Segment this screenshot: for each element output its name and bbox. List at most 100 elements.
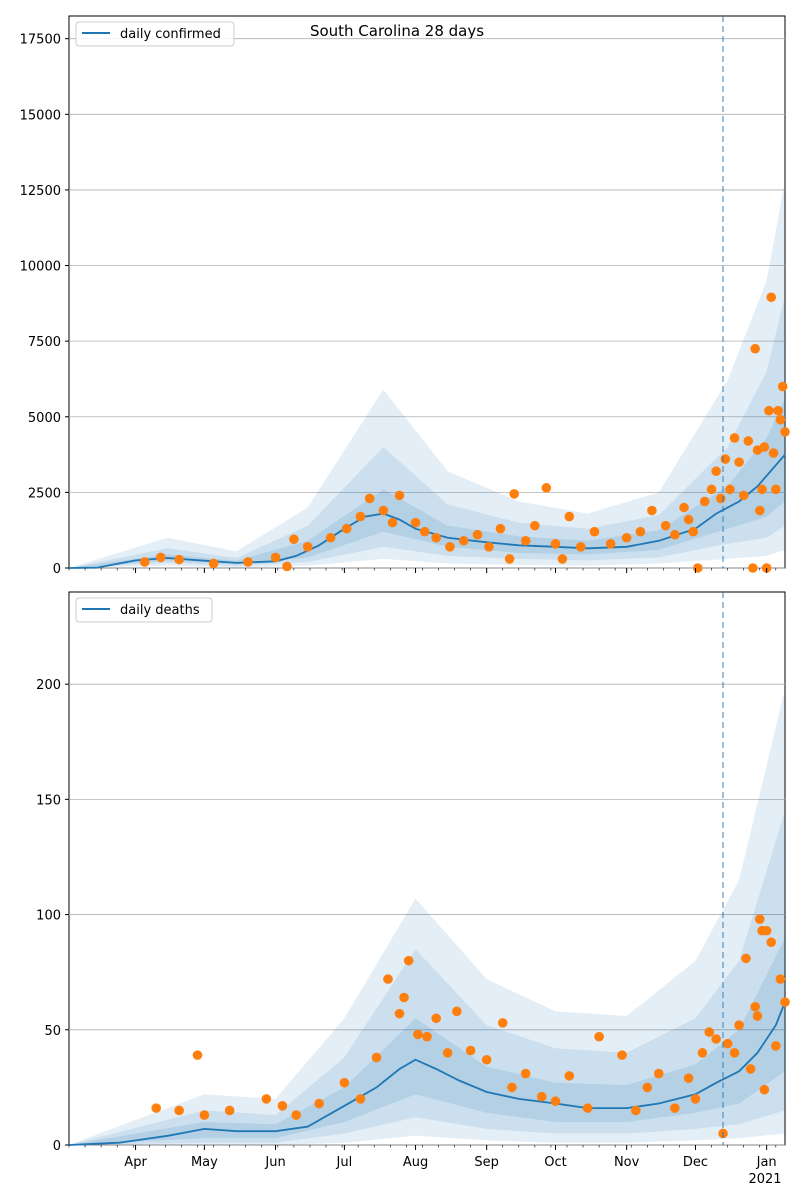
confirmed-observed-point (771, 484, 781, 495)
confirmed-observed-point (282, 561, 292, 572)
confirmed-observed-point (509, 489, 520, 499)
confirmed-observed-point (302, 542, 313, 552)
confirmed-observed-point (766, 292, 777, 303)
confirmed-observed-point (364, 493, 375, 504)
confirmed-legend-label: daily confirmed (120, 27, 221, 42)
deaths-observed-point (683, 1073, 694, 1083)
confirmed-observed-point (754, 505, 765, 516)
confirmed-observed-point (729, 433, 740, 443)
confirmed-observed-point (720, 454, 731, 464)
deaths-observed-point (752, 1011, 763, 1021)
deaths-observed-point (771, 1041, 781, 1051)
deaths-observed-point (745, 1064, 756, 1074)
deaths-observed-point (564, 1071, 575, 1081)
confirmed-observed-point (419, 526, 430, 537)
deaths-observed-point (582, 1103, 593, 1113)
deaths-observed-point (277, 1101, 288, 1111)
confirmed-observed-point (550, 539, 561, 549)
deaths-observed-point (174, 1105, 184, 1116)
confirmed-observed-point (670, 529, 680, 540)
confirmed-y-tick-label: 12500 (20, 184, 61, 199)
confirmed-observed-point (387, 517, 398, 528)
deaths-y-tick-label: 150 (36, 793, 61, 808)
confirmed-observed-point (748, 563, 758, 573)
deaths-x-tick-label: Apr (124, 1155, 147, 1170)
deaths-panel: 0 50 100 150 200 Apr May Jun Jul Aug Sep Oct Nov Dec… (36, 591, 790, 1187)
deaths-observed-point (729, 1048, 740, 1058)
confirmed-observed-point (341, 523, 352, 534)
confirmed-observed-point (394, 490, 405, 501)
confirmed-observed-point (711, 466, 721, 477)
confirmed-y-tick-label: 15000 (20, 108, 61, 123)
confirmed-x-ticks (68, 568, 777, 573)
deaths-observed-point (403, 955, 414, 966)
confirmed-observed-point (504, 554, 515, 564)
confirmed-observed-point (683, 514, 694, 525)
deaths-observed-point (291, 1110, 301, 1120)
deaths-observed-point (780, 997, 790, 1007)
confirmed-observed-point (706, 484, 717, 495)
deaths-observed-point (642, 1082, 653, 1093)
deaths-observed-point (355, 1094, 366, 1104)
confirmed-observed-point (775, 414, 786, 425)
deaths-observed-point (766, 937, 777, 948)
confirmed-observed-point (289, 534, 299, 545)
deaths-observed-point (550, 1096, 561, 1107)
confirmed-observed-point (773, 405, 783, 416)
deaths-observed-point (151, 1103, 162, 1113)
deaths-observed-point (711, 1034, 721, 1044)
deaths-observed-point (507, 1082, 517, 1093)
deaths-observed-point (224, 1105, 235, 1116)
deaths-observed-point (697, 1048, 708, 1058)
confirmed-observed-point (174, 554, 184, 565)
confirmed-observed-point (541, 483, 552, 493)
deaths-observed-point (750, 1001, 760, 1012)
confirmed-observed-point (757, 484, 767, 495)
confirmed-y-tick-label: 17500 (20, 33, 61, 48)
deaths-observed-point (394, 1008, 405, 1019)
deaths-observed-point (670, 1103, 680, 1113)
confirmed-observed-point (738, 490, 749, 501)
deaths-observed-point (497, 1018, 508, 1028)
confirmed-observed-point (699, 496, 710, 507)
confirmed-observed-point (688, 526, 699, 537)
deaths-y-ticks: 0 50 100 150 200 (36, 678, 69, 1154)
deaths-x-tick-label: Sep (474, 1155, 499, 1170)
deaths-observed-point (383, 974, 393, 984)
confirmed-observed-point (743, 436, 754, 446)
confirmed-observed-point (495, 523, 506, 534)
deaths-x-tick-label: Jan (756, 1155, 777, 1170)
confirmed-observed-point (575, 542, 586, 552)
deaths-observed-point (761, 925, 772, 936)
deaths-x-tick-label: Jun (264, 1155, 285, 1170)
confirmed-y-tick-label: 2500 (28, 486, 61, 501)
confirmed-observed-point (557, 554, 568, 564)
deaths-y-tick-label: 100 (36, 909, 61, 924)
deaths-mean-line (68, 1001, 786, 1146)
deaths-observed-point (617, 1050, 627, 1060)
deaths-x-tick-label: Dec (683, 1155, 708, 1170)
confirmed-legend-box (75, 21, 235, 47)
confirmed-observed-point (715, 493, 726, 504)
confirmed-observed-point (679, 502, 689, 513)
deaths-y-tick-label: 200 (36, 678, 61, 693)
confirmed-observed-point (155, 552, 166, 563)
confirmed-observed-point (355, 511, 366, 522)
deaths-y-tick-label: 0 (53, 1139, 61, 1154)
deaths-observed-point (722, 1038, 733, 1049)
deaths-legend-box (75, 597, 213, 623)
deaths-legend: daily deaths (75, 597, 213, 623)
confirmed-observed-point (780, 427, 790, 437)
deaths-observed-point (371, 1052, 382, 1063)
confirmed-y-tick-label: 7500 (28, 335, 61, 350)
deaths-y-tick-label: 50 (44, 1024, 61, 1039)
deaths-observed-points (151, 914, 790, 1139)
deaths-observed-point (759, 1084, 770, 1095)
deaths-legend-label: daily deaths (120, 603, 200, 618)
confirmed-observed-point (750, 343, 760, 354)
confirmed-observed-point (530, 520, 540, 531)
confirmed-observed-point (692, 563, 703, 573)
deaths-observed-point (465, 1045, 476, 1056)
deaths-observed-point (192, 1050, 203, 1060)
confirmed-observed-point (589, 526, 600, 537)
